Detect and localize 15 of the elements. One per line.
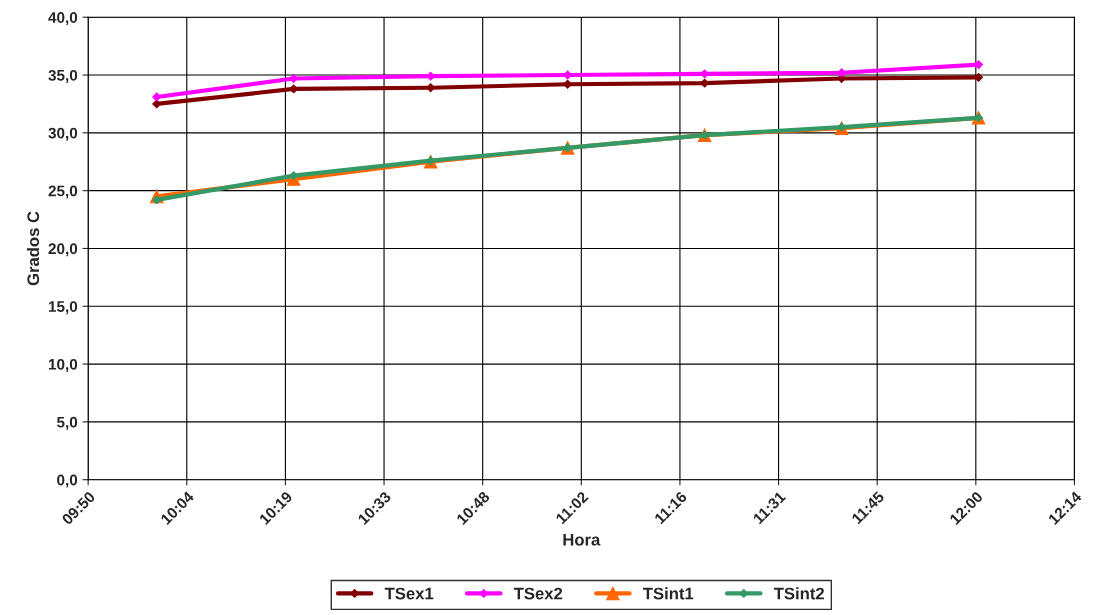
y-tick-label: 5,0 <box>56 416 78 430</box>
y-axis-title: Grados C <box>26 211 40 286</box>
y-tick-label: 15,0 <box>48 301 78 315</box>
y-tick-label: 0,0 <box>57 474 78 488</box>
legend-label: TSint2 <box>773 587 824 600</box>
y-tick-label: 20,0 <box>48 243 78 257</box>
legend-label: TSint1 <box>643 587 694 600</box>
y-tick-label: 40,0 <box>48 12 78 26</box>
legend-label: TSex1 <box>384 587 434 600</box>
y-tick-label: 25,0 <box>48 185 78 199</box>
y-tick-label: 30,0 <box>48 127 78 141</box>
y-tick-label: 10,0 <box>48 358 78 372</box>
y-tick-label: 35,0 <box>48 69 78 83</box>
legend-label: TSex2 <box>513 587 563 600</box>
x-axis-title: Hora <box>563 533 601 546</box>
